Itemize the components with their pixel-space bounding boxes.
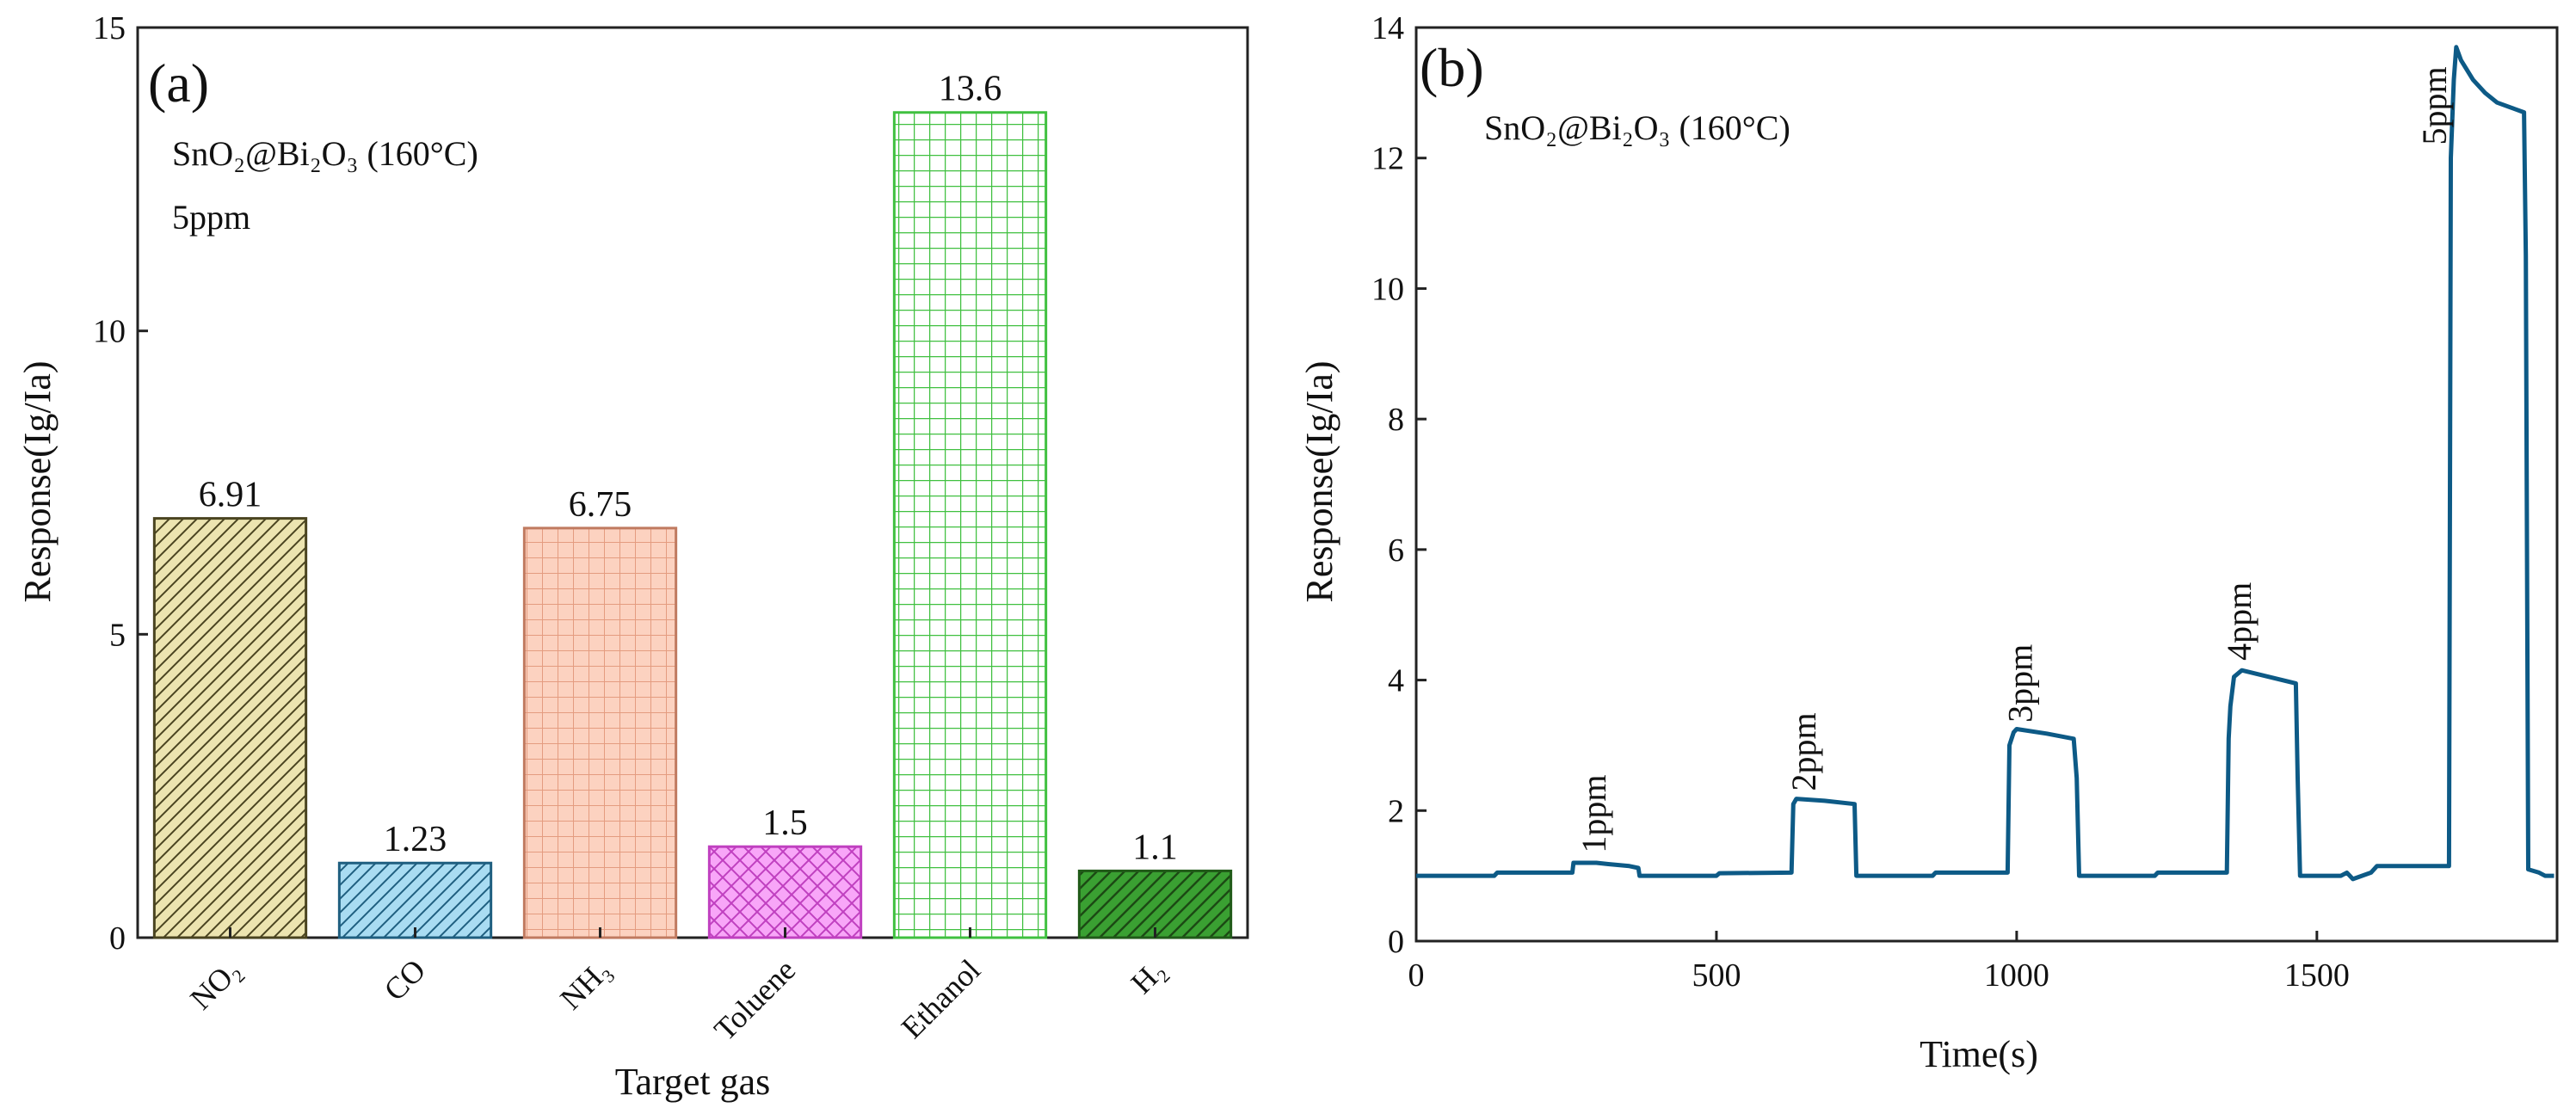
bar bbox=[152, 517, 308, 939]
bar bbox=[892, 111, 1048, 939]
y-tick-label: 12 bbox=[1371, 141, 1404, 177]
bar-value-label: 6.75 bbox=[569, 485, 632, 525]
x-category-label: Ethanol bbox=[895, 952, 987, 1044]
plot-frame bbox=[136, 26, 1249, 939]
x-category-label: NO₂ bbox=[183, 952, 247, 1016]
y-axis-title: Response(Ig/Ia) bbox=[1298, 360, 1340, 602]
x-axis-title: Time(s) bbox=[1920, 1033, 2038, 1075]
y-tick-label: 10 bbox=[93, 314, 126, 350]
y-tick-label: 8 bbox=[1388, 402, 1404, 438]
bar bbox=[337, 861, 493, 939]
series bbox=[1416, 45, 2554, 882]
annotation-concentration: 5ppm bbox=[172, 198, 250, 237]
x-axis-title: Target gas bbox=[615, 1061, 771, 1103]
x-tick-label: 0 bbox=[1408, 957, 1425, 994]
x-category-label: CO bbox=[378, 952, 433, 1007]
y-tick-label: 0 bbox=[109, 920, 126, 957]
y-axis: 0 2 4 6 8 10 12 14 bbox=[1371, 10, 1427, 960]
bar bbox=[1077, 869, 1233, 939]
x-category-label: Toluene bbox=[707, 952, 802, 1047]
bar-value-label: 1.23 bbox=[384, 820, 447, 859]
bar bbox=[707, 845, 863, 939]
y-tick-label: 0 bbox=[1388, 924, 1404, 960]
bar bbox=[522, 526, 678, 939]
y-tick-label: 6 bbox=[1388, 532, 1404, 569]
line-chart-panel: 0 2 4 6 8 10 12 14 0 500 1000 1500 1ppm 2ppm 3ppm 4pp… bbox=[1298, 10, 2559, 1075]
plot-frame bbox=[1414, 26, 2559, 943]
concentration-label: 5ppm bbox=[2415, 66, 2454, 145]
y-tick-label: 10 bbox=[1371, 271, 1404, 307]
y-tick-label: 5 bbox=[109, 617, 126, 653]
response-line bbox=[1416, 45, 2554, 882]
panel-label: (b) bbox=[1420, 37, 1484, 98]
bar-chart-panel: 0 5 10 15 6.91 1.23 6.75 1.5 13.6 1.1 NO₂ CO NH₃ To… bbox=[16, 10, 1249, 1103]
concentration-label: 3ppm bbox=[2000, 644, 2039, 723]
bar-value-label: 1.5 bbox=[762, 803, 808, 843]
x-category-label: H₂ bbox=[1125, 952, 1173, 1000]
x-axis: 0 500 1000 1500 bbox=[1408, 931, 2350, 994]
x-tick-label: 1500 bbox=[2284, 957, 2350, 994]
y-tick-label: 15 bbox=[93, 10, 126, 46]
annotation-material: SnO₂@Bi₂O₃ (160°C) bbox=[1484, 108, 1790, 147]
y-axis-title: Response(Ig/Ia) bbox=[16, 360, 59, 602]
y-tick-label: 4 bbox=[1388, 663, 1404, 699]
x-tick-label: 1000 bbox=[1984, 957, 2049, 994]
bars bbox=[152, 111, 1233, 939]
concentration-label: 4ppm bbox=[2220, 582, 2259, 661]
bar-value-label: 6.91 bbox=[199, 476, 262, 515]
concentration-labels: 1ppm 2ppm 3ppm 4ppm 5ppm bbox=[1575, 66, 2454, 852]
concentration-label: 2ppm bbox=[1784, 712, 1823, 791]
bar-value-labels: 6.91 1.23 6.75 1.5 13.6 1.1 bbox=[199, 70, 1178, 868]
y-tick-label: 2 bbox=[1388, 793, 1404, 829]
x-axis-categories: NO₂ CO NH₃ Toluene Ethanol H₂ bbox=[183, 927, 1172, 1047]
panel-label: (a) bbox=[148, 52, 209, 114]
bar-value-label: 1.1 bbox=[1132, 828, 1178, 867]
y-tick-label: 14 bbox=[1371, 10, 1404, 46]
annotation-material: SnO₂@Bi₂O₃ (160°C) bbox=[172, 134, 478, 173]
y-axis: 0 5 10 15 bbox=[93, 10, 148, 957]
bar-value-label: 13.6 bbox=[939, 70, 1002, 109]
concentration-label: 1ppm bbox=[1575, 774, 1613, 852]
x-tick-label: 500 bbox=[1692, 957, 1741, 994]
x-category-label: NH₃ bbox=[553, 952, 617, 1016]
